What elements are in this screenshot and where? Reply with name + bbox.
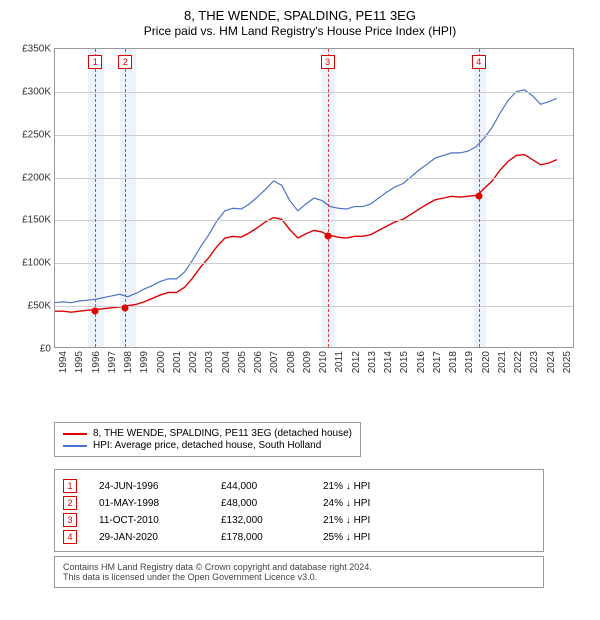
- event-date: 01-MAY-1998: [99, 498, 199, 509]
- event-dot: [122, 304, 129, 311]
- chart-container: 8, THE WENDE, SPALDING, PE11 3EG Price p…: [0, 0, 600, 596]
- chart-area: £0 £50K £100K £150K £200K £250K £300K £350K 1994…: [10, 44, 590, 384]
- y-tick-label: £0: [40, 344, 51, 355]
- x-tick-label: 2002: [188, 351, 199, 373]
- attribution: Contains HM Land Registry data © Crown c…: [54, 556, 544, 588]
- event-delta: 25% ↓ HPI: [323, 532, 413, 543]
- x-tick-label: 2020: [481, 351, 492, 373]
- x-tick-label: 2000: [156, 351, 167, 373]
- legend-swatch: [63, 433, 87, 435]
- x-tick-label: 2025: [562, 351, 573, 373]
- x-tick-label: 2005: [237, 351, 248, 373]
- event-price: £132,000: [221, 515, 301, 526]
- legend: 8, THE WENDE, SPALDING, PE11 3EG (detach…: [54, 422, 361, 457]
- x-tick-label: 2012: [351, 351, 362, 373]
- x-tick-label: 2006: [253, 351, 264, 373]
- event-date: 24-JUN-1996: [99, 481, 199, 492]
- legend-item: 8, THE WENDE, SPALDING, PE11 3EG (detach…: [63, 428, 352, 439]
- x-tick-label: 2021: [497, 351, 508, 373]
- events-table: 1 24-JUN-1996 £44,000 21% ↓ HPI 2 01-MAY-1998…: [54, 469, 544, 552]
- gridline-h: [55, 92, 573, 93]
- gridline-h: [55, 263, 573, 264]
- event-index-box: 1: [63, 479, 77, 493]
- event-delta: 24% ↓ HPI: [323, 498, 413, 509]
- y-tick-label: £50K: [28, 301, 51, 312]
- x-tick-label: 2016: [416, 351, 427, 373]
- event-price: £178,000: [221, 532, 301, 543]
- x-tick-label: 1994: [58, 351, 69, 373]
- x-tick-label: 2004: [221, 351, 232, 373]
- x-tick-label: 2003: [204, 351, 215, 373]
- x-tick-label: 2024: [546, 351, 557, 373]
- legend-swatch: [63, 445, 87, 447]
- attribution-line: Contains HM Land Registry data © Crown c…: [63, 562, 535, 572]
- event-index-box: 2: [63, 496, 77, 510]
- event-index-box: 4: [63, 530, 77, 544]
- event-date: 11-OCT-2010: [99, 515, 199, 526]
- x-tick-label: 2008: [286, 351, 297, 373]
- x-tick-label: 1995: [74, 351, 85, 373]
- event-index-box: 3: [63, 513, 77, 527]
- event-date: 29-JAN-2020: [99, 532, 199, 543]
- x-tick-label: 2001: [172, 351, 183, 373]
- x-tick-label: 1996: [91, 351, 102, 373]
- event-delta: 21% ↓ HPI: [323, 515, 413, 526]
- event-delta: 21% ↓ HPI: [323, 481, 413, 492]
- y-tick-label: £200K: [22, 172, 51, 183]
- chart-subtitle: Price paid vs. HM Land Registry's House …: [10, 24, 590, 38]
- event-row: 2 01-MAY-1998 £48,000 24% ↓ HPI: [63, 496, 535, 510]
- y-tick-label: £250K: [22, 129, 51, 140]
- legend-label: HPI: Average price, detached house, Sout…: [93, 440, 321, 451]
- event-vline: [95, 49, 96, 347]
- event-marker-box: 4: [472, 55, 486, 69]
- x-tick-label: 2018: [448, 351, 459, 373]
- x-tick-label: 2009: [302, 351, 313, 373]
- y-tick-label: £300K: [22, 86, 51, 97]
- event-price: £48,000: [221, 498, 301, 509]
- gridline-h: [55, 178, 573, 179]
- series-svg: [55, 49, 573, 347]
- x-tick-label: 2015: [399, 351, 410, 373]
- y-tick-label: £150K: [22, 215, 51, 226]
- plot-area: £0£50K£100K£150K£200K£250K£300K£350K1994…: [54, 48, 574, 348]
- attribution-line: This data is licensed under the Open Gov…: [63, 572, 535, 582]
- x-tick-label: 2007: [269, 351, 280, 373]
- x-tick-label: 2022: [513, 351, 524, 373]
- legend-label: 8, THE WENDE, SPALDING, PE11 3EG (detach…: [93, 428, 352, 439]
- gridline-h: [55, 306, 573, 307]
- x-tick-label: 1998: [123, 351, 134, 373]
- event-row: 1 24-JUN-1996 £44,000 21% ↓ HPI: [63, 479, 535, 493]
- event-row: 3 11-OCT-2010 £132,000 21% ↓ HPI: [63, 513, 535, 527]
- y-tick-label: £350K: [22, 44, 51, 55]
- x-tick-label: 1999: [139, 351, 150, 373]
- x-tick-label: 2010: [318, 351, 329, 373]
- x-tick-label: 2013: [367, 351, 378, 373]
- x-tick-label: 2014: [383, 351, 394, 373]
- event-vline: [328, 49, 329, 347]
- event-dot: [324, 232, 331, 239]
- x-tick-label: 2011: [334, 351, 345, 373]
- y-tick-label: £100K: [22, 258, 51, 269]
- event-marker-box: 1: [88, 55, 102, 69]
- gridline-h: [55, 135, 573, 136]
- event-marker-box: 3: [321, 55, 335, 69]
- event-marker-box: 2: [118, 55, 132, 69]
- event-vline: [125, 49, 126, 347]
- event-price: £44,000: [221, 481, 301, 492]
- x-tick-label: 2017: [432, 351, 443, 373]
- x-tick-label: 1997: [107, 351, 118, 373]
- legend-item: HPI: Average price, detached house, Sout…: [63, 440, 352, 451]
- gridline-h: [55, 220, 573, 221]
- x-tick-label: 2019: [464, 351, 475, 373]
- event-row: 4 29-JAN-2020 £178,000 25% ↓ HPI: [63, 530, 535, 544]
- chart-title: 8, THE WENDE, SPALDING, PE11 3EG: [10, 8, 590, 23]
- event-dot: [475, 193, 482, 200]
- x-tick-label: 2023: [529, 351, 540, 373]
- event-dot: [92, 308, 99, 315]
